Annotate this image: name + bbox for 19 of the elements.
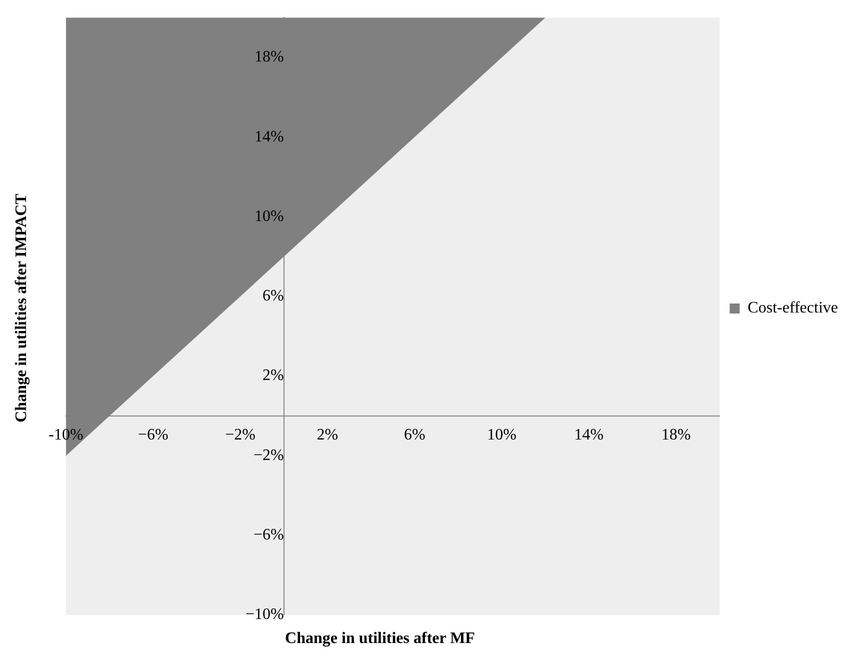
x-tick-label: 18% bbox=[661, 426, 691, 444]
y-tick-label: 6% bbox=[262, 288, 284, 305]
x-tick-label: 6% bbox=[404, 426, 426, 444]
x-tick-label: 10% bbox=[487, 426, 516, 444]
y-tick-label: −2% bbox=[254, 446, 284, 464]
y-tick-label: 18% bbox=[254, 48, 284, 66]
x-tick-label: 2% bbox=[316, 426, 338, 444]
x-tick-label: −2% bbox=[225, 426, 256, 444]
y-tick-label: −6% bbox=[254, 526, 284, 544]
y-tick-label: 2% bbox=[262, 367, 284, 384]
x-tick-label: −6% bbox=[138, 426, 168, 444]
x-tick-label: -10% bbox=[48, 426, 84, 444]
x-tick-label: 14% bbox=[574, 426, 604, 444]
y-tick-label: 14% bbox=[254, 128, 284, 146]
legend-label: Cost-effective bbox=[748, 300, 838, 317]
y-tick-label: 10% bbox=[254, 208, 284, 225]
y-axis-title: Change in utilities after IMPACT bbox=[13, 194, 31, 422]
y-tick-label: −10% bbox=[246, 606, 284, 624]
x-axis-title: Change in utilities after MF bbox=[284, 630, 476, 648]
